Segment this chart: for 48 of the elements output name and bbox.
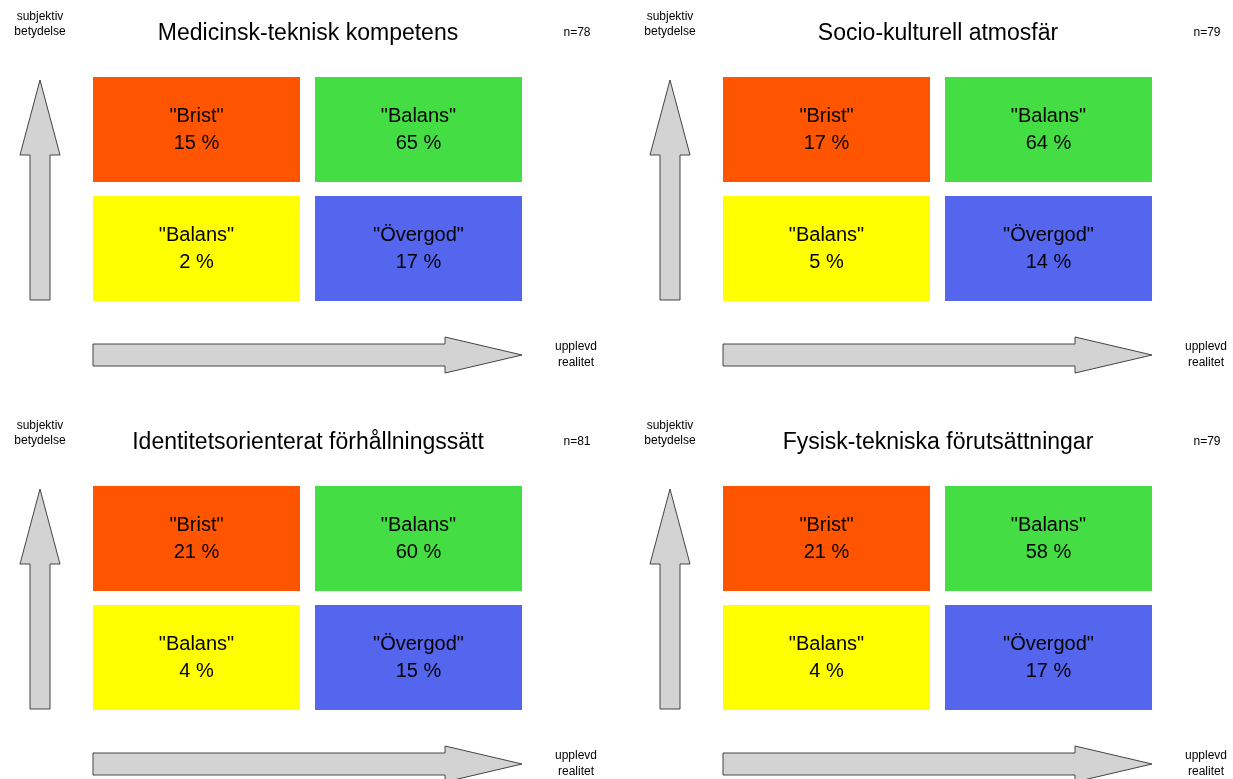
category-label: "Brist"	[799, 104, 854, 126]
text: upplevd realitet	[554, 339, 598, 369]
data-label: 17 %	[395, 250, 442, 272]
text: Identitetsorienterat förhållningssätt	[132, 428, 485, 454]
data-label: 17 %	[803, 131, 850, 153]
category-label: "Brist"	[169, 104, 224, 126]
text: upplevd realitet	[554, 748, 598, 778]
category-label: "Balans"	[380, 104, 457, 126]
data-label: 15 %	[395, 659, 442, 681]
text: n=78	[563, 25, 591, 39]
data-label: 65 %	[395, 131, 442, 153]
category-label: "Brist"	[799, 513, 854, 535]
data-label: 64 %	[1025, 131, 1072, 153]
data-label: 14 %	[1025, 250, 1072, 272]
text: Medicinsk-teknisk kompetens	[157, 19, 459, 45]
category-label: "Övergod"	[373, 223, 464, 245]
category-label: "Balans"	[158, 632, 235, 654]
data-label: 21 %	[173, 540, 220, 562]
category-label: "Balans"	[1010, 513, 1087, 535]
data-label: 4 %	[179, 659, 214, 681]
text: Fysisk-tekniska förutsättningar	[782, 428, 1094, 454]
text: Socio-kulturell atmosfär	[817, 19, 1059, 45]
text: subjektiv betydelse	[14, 418, 67, 447]
category-label: "Balans"	[158, 223, 235, 245]
text: n=79	[1193, 434, 1221, 448]
text: upplevd realitet	[1184, 339, 1228, 369]
data-label: 2 %	[179, 250, 214, 272]
data-label: 15 %	[173, 131, 220, 153]
data-label: 21 %	[803, 540, 850, 562]
category-label: "Balans"	[788, 223, 865, 245]
text: n=81	[563, 434, 591, 448]
category-label: "Övergod"	[1003, 632, 1094, 654]
category-label: "Balans"	[788, 632, 865, 654]
category-label: "Brist"	[169, 513, 224, 535]
category-label: "Övergod"	[373, 632, 464, 654]
category-label: "Balans"	[380, 513, 457, 535]
data-label: 60 %	[395, 540, 442, 562]
text: subjektiv betydelse	[644, 9, 697, 38]
data-label: 58 %	[1025, 540, 1072, 562]
text: n=79	[1193, 25, 1221, 39]
category-label: "Balans"	[1010, 104, 1087, 126]
category-label: "Övergod"	[1003, 223, 1094, 245]
text: subjektiv betydelse	[644, 418, 697, 447]
data-label: 5 %	[809, 250, 844, 272]
data-label: 4 %	[809, 659, 844, 681]
text: subjektiv betydelse	[14, 9, 67, 38]
data-label: 17 %	[1025, 659, 1072, 681]
text: upplevd realitet	[1184, 748, 1228, 778]
